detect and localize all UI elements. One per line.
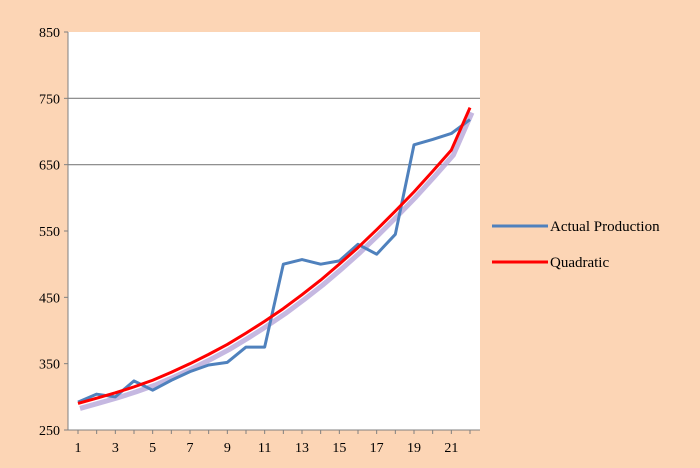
- x-tick-label-17: 17: [370, 441, 384, 456]
- legend-label-0: Actual Production: [550, 219, 660, 235]
- x-tick-label-13: 13: [295, 441, 309, 456]
- plot-area: [68, 32, 480, 430]
- y-tick-label-550: 550: [39, 225, 60, 240]
- x-tick-label-3: 3: [112, 441, 119, 456]
- series-quadratic-line: [77, 107, 472, 405]
- y-tick-label-850: 850: [39, 26, 60, 41]
- y-tick-label-250: 250: [39, 424, 60, 439]
- x-tick-label-21: 21: [444, 441, 458, 456]
- x-tick-label-19: 19: [407, 441, 421, 456]
- x-tick-label-9: 9: [224, 441, 231, 456]
- x-tick-label-1: 1: [75, 441, 82, 456]
- legend-label-1: Quadratic: [550, 255, 609, 271]
- series-actual-production-line: [77, 118, 471, 404]
- y-tick-label-650: 650: [39, 159, 60, 174]
- x-tick-label-11: 11: [258, 441, 271, 456]
- x-tick-label-5: 5: [149, 441, 156, 456]
- x-tick-label-15: 15: [332, 441, 346, 456]
- y-tick-label-450: 450: [39, 291, 60, 306]
- y-tick-label-750: 750: [39, 92, 60, 107]
- y-tick-label-350: 350: [39, 358, 60, 373]
- quadratic-shadow: [79, 111, 475, 411]
- x-tick-label-7: 7: [187, 441, 194, 456]
